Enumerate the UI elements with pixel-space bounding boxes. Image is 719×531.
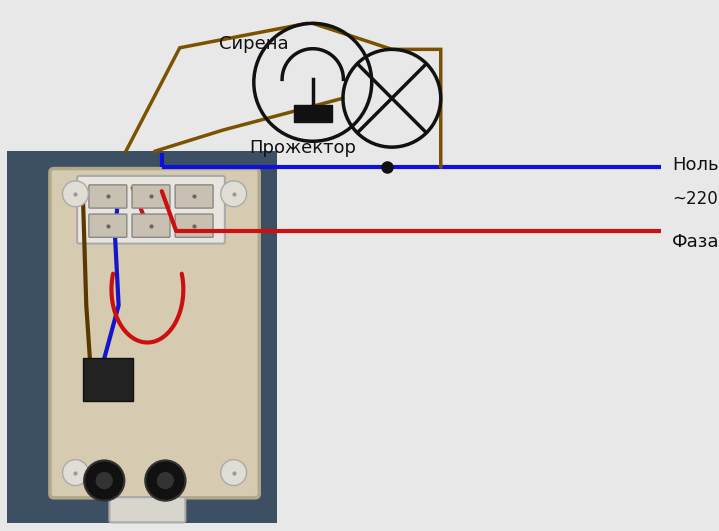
Circle shape xyxy=(63,460,88,485)
FancyBboxPatch shape xyxy=(77,176,225,244)
Circle shape xyxy=(157,472,174,489)
FancyBboxPatch shape xyxy=(132,214,170,237)
Text: Прожектор: Прожектор xyxy=(249,139,357,157)
FancyBboxPatch shape xyxy=(50,168,260,498)
Text: Фаза: Фаза xyxy=(672,233,719,251)
Bar xyxy=(7,151,277,523)
Circle shape xyxy=(221,181,247,207)
Text: Ноль: Ноль xyxy=(672,156,719,174)
Circle shape xyxy=(84,460,124,501)
Circle shape xyxy=(63,181,88,207)
Bar xyxy=(83,358,133,401)
FancyBboxPatch shape xyxy=(89,185,127,208)
Circle shape xyxy=(96,472,113,489)
Bar xyxy=(294,105,331,123)
FancyBboxPatch shape xyxy=(175,214,213,237)
FancyBboxPatch shape xyxy=(109,497,186,523)
Text: ~220В: ~220В xyxy=(672,190,719,208)
FancyBboxPatch shape xyxy=(132,185,170,208)
Text: Сирена: Сирена xyxy=(219,35,289,53)
FancyBboxPatch shape xyxy=(175,185,213,208)
Circle shape xyxy=(145,460,186,501)
Circle shape xyxy=(221,460,247,485)
FancyBboxPatch shape xyxy=(89,214,127,237)
